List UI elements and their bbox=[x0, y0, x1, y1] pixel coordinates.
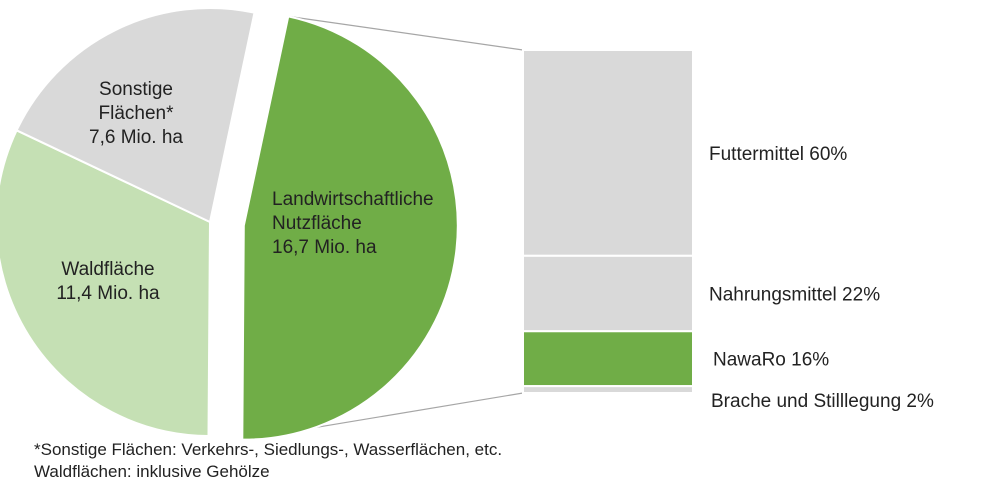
pie-slice-0 bbox=[241, 15, 459, 441]
bar-segment-1 bbox=[522, 254, 694, 333]
pie-chart: Landwirtschaftliche Nutzfläche 16,7 Mio. h… bbox=[0, 7, 459, 441]
pie-slice-label-2: Sonstige Flächen* 7,6 Mio. ha bbox=[89, 79, 183, 148]
connector-line-top bbox=[288, 15, 524, 51]
pie-slice-label-0: Landwirtschaftliche Nutzfläche 16,7 Mio. h… bbox=[272, 189, 434, 258]
bar-segment-3 bbox=[522, 385, 694, 395]
bar-segment-2 bbox=[522, 330, 694, 388]
bar-segment-0 bbox=[522, 49, 694, 257]
bar-segment-label-1: Nahrungsmittel 22% bbox=[709, 285, 880, 306]
bar-segment-label-2: NawaRo 16% bbox=[713, 350, 829, 371]
footnote-wald: Waldflächen: inklusive Gehölze bbox=[34, 462, 270, 481]
footnote-sonstige: *Sonstige Flächen: Verkehrs-, Siedlungs-… bbox=[34, 440, 503, 459]
pie-slice-2 bbox=[15, 7, 256, 224]
bar-segment-label-3: Brache und Stilllegung 2% bbox=[711, 391, 934, 412]
pie-slice-label-1: Waldfläche 11,4 Mio. ha bbox=[56, 259, 160, 304]
stacked-bar: Futtermittel 60% Nahrungsmittel 22% NawaRo… bbox=[522, 49, 934, 412]
pie-slice-1 bbox=[0, 129, 212, 438]
bar-segment-label-0: Futtermittel 60% bbox=[709, 144, 847, 165]
